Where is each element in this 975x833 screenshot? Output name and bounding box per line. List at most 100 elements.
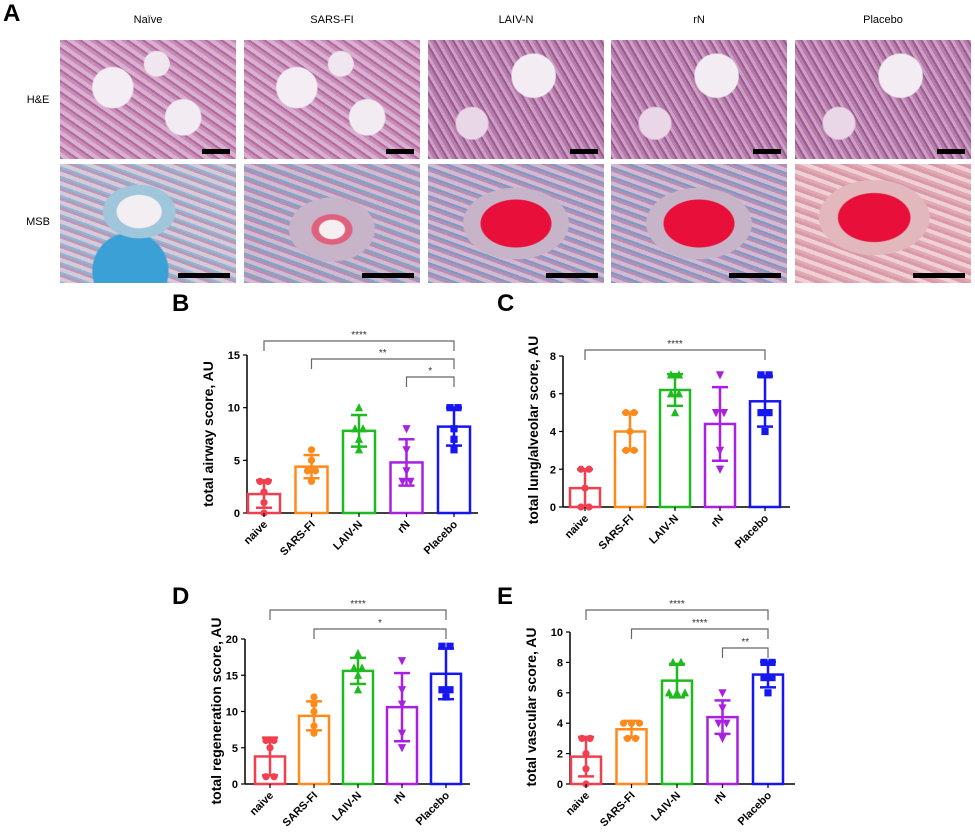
data-point [354, 403, 364, 412]
data-point [714, 719, 723, 728]
data-point [664, 688, 674, 697]
significance-bracket [585, 609, 769, 620]
data-point [768, 658, 776, 666]
data-point [582, 750, 590, 758]
y-tick-label: 5 [234, 455, 240, 467]
data-point [622, 446, 630, 454]
data-point [760, 658, 768, 666]
significance-label: **** [692, 618, 708, 629]
y-tick-label: 6 [550, 389, 556, 401]
y-tick-label: 0 [234, 508, 240, 520]
data-point [626, 427, 634, 436]
x-tick-label-sars-fi: SARS-FI [278, 519, 318, 559]
scale-bar [362, 273, 414, 278]
histology-msb-naive [60, 164, 236, 283]
scale-bar [202, 149, 230, 154]
data-point [760, 674, 768, 682]
data-point [310, 722, 318, 730]
scale-bar [753, 149, 781, 154]
data-point [310, 700, 318, 708]
column-label-laiv-n: LAIV-N [498, 14, 534, 26]
scale-bar [570, 149, 598, 154]
data-point [450, 446, 458, 454]
x-tick-label-laiv-n: LAIV-N [330, 790, 364, 824]
histology-he-sars-fi [244, 40, 420, 159]
data-point [450, 435, 458, 443]
data-point [446, 686, 454, 694]
data-point [438, 642, 446, 650]
x-tick-label-laiv-n: LAIV-N [649, 790, 683, 824]
data-point [406, 477, 415, 486]
x-tick-label-naive: naive [564, 790, 592, 818]
histology-msb-placebo [795, 164, 971, 283]
data-point [307, 446, 316, 454]
y-axis-label: total regeneration score, AU [208, 618, 224, 805]
histology-msb-sars-fi [244, 164, 420, 283]
data-point [266, 744, 274, 752]
y-axis-label: total airway score, AU [200, 361, 216, 507]
data-point [666, 389, 676, 398]
data-point [668, 657, 678, 666]
panel-letter-a: A [3, 0, 21, 27]
data-point [349, 663, 359, 672]
scale-bar [178, 273, 230, 278]
data-point [262, 773, 270, 781]
scale-bar [913, 273, 965, 278]
histology-he-rn [611, 40, 787, 159]
data-point [722, 719, 731, 728]
x-tick-label-sars-fi: SARS-FI [598, 790, 638, 830]
significance-label: * [378, 618, 382, 629]
data-point [260, 498, 268, 507]
data-point [761, 427, 769, 436]
significance-bracket [269, 609, 447, 620]
data-point [402, 446, 411, 455]
data-point [311, 467, 320, 475]
y-tick-label: 2 [550, 464, 556, 476]
data-point [270, 773, 278, 781]
data-point [358, 424, 368, 433]
data-point [680, 688, 690, 697]
row-label-he: H&E [26, 94, 50, 106]
data-point [357, 663, 367, 672]
data-point [397, 657, 407, 666]
data-point [402, 467, 411, 476]
data-point [582, 765, 590, 773]
data-point [672, 688, 682, 697]
data-point [674, 370, 684, 379]
data-point [765, 409, 773, 417]
x-tick-label-naive: naive [563, 513, 591, 541]
data-point [446, 642, 454, 650]
data-point [585, 503, 593, 511]
data-point [270, 736, 278, 745]
data-point [397, 729, 407, 738]
data-point [264, 477, 272, 485]
x-tick-label-placebo: Placebo [736, 789, 775, 828]
y-tick-label: 20 [226, 634, 238, 646]
data-point [715, 465, 725, 474]
y-axis-label: total vascular score, AU [523, 628, 539, 787]
data-point [630, 446, 638, 454]
y-tick-label: 5 [232, 743, 238, 755]
significance-label: * [428, 366, 432, 377]
data-point [438, 686, 446, 694]
data-point [354, 434, 364, 443]
data-point [757, 409, 765, 417]
x-tick-label-placebo: Placebo [414, 789, 453, 828]
scale-bar [386, 149, 414, 154]
significance-bracket [721, 647, 769, 658]
data-point [718, 704, 727, 713]
panel-letter-e: E [497, 583, 514, 610]
data-point [666, 370, 676, 379]
column-label-rn: rN [693, 14, 705, 26]
significance-label: ** [379, 348, 387, 359]
data-point [718, 734, 727, 743]
data-point [623, 734, 632, 742]
data-point [718, 689, 727, 698]
data-point [765, 371, 773, 379]
data-point [310, 707, 318, 716]
data-point [402, 425, 411, 434]
x-tick-label-sars-fi: SARS-FI [281, 790, 321, 830]
significance-bracket [310, 358, 455, 369]
y-tick-label: 0 [557, 779, 563, 791]
x-tick-label-placebo: Placebo [422, 518, 461, 557]
